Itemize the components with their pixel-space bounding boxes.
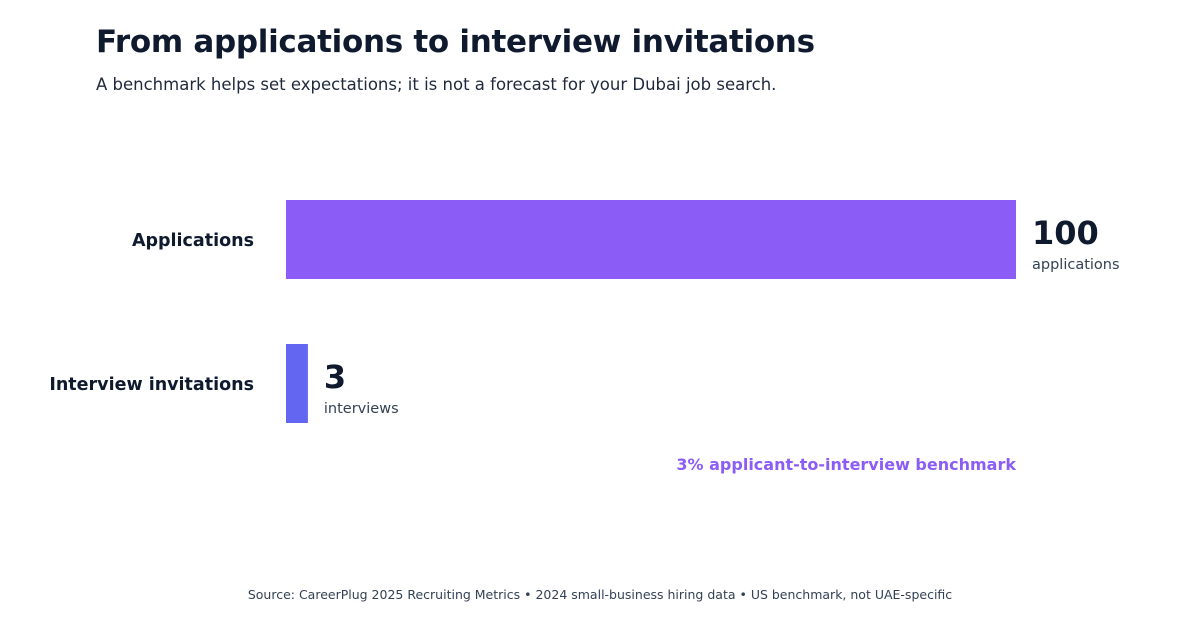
benchmark-annotation: 3% applicant-to-interview benchmark bbox=[676, 455, 1016, 474]
value-label: 3 bbox=[324, 358, 346, 396]
category-label: Interview invitations bbox=[49, 375, 254, 395]
chart-subtitle: A benchmark helps set expectations; it i… bbox=[96, 75, 777, 94]
source-note: Source: CareerPlug 2025 Recruiting Metri… bbox=[247, 587, 953, 602]
bar bbox=[286, 344, 308, 423]
value-unit-label: interviews bbox=[324, 401, 399, 417]
category-label: Applications bbox=[132, 231, 254, 251]
chart-title: From applications to interview invitatio… bbox=[96, 24, 815, 60]
bar bbox=[286, 200, 1016, 279]
value-unit-label: applications bbox=[1032, 257, 1120, 273]
value-label: 100 bbox=[1032, 214, 1099, 252]
